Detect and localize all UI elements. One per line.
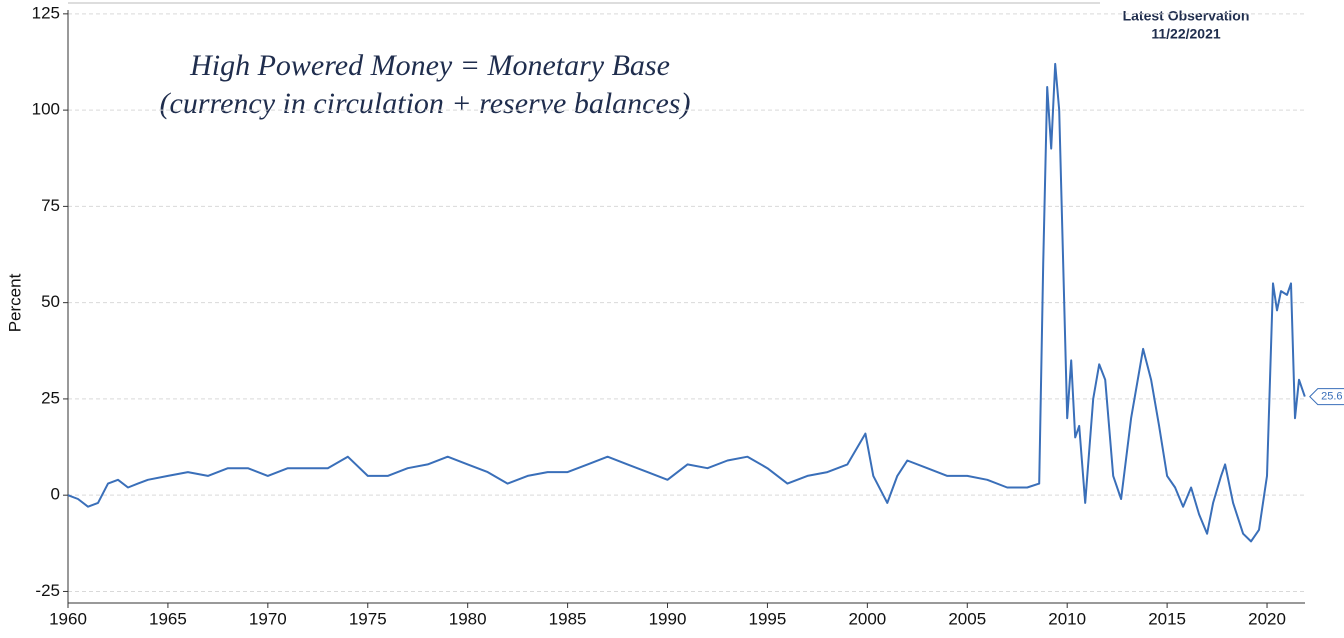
annotation: (currency in circulation + reserve balan… <box>160 87 691 120</box>
x-tick-label: 2020 <box>1248 609 1286 628</box>
y-tick-label: 125 <box>32 3 60 22</box>
x-tick-label: 1995 <box>749 609 787 628</box>
y-tick-label: 0 <box>51 485 60 504</box>
y-tick-label: 50 <box>41 292 60 311</box>
x-tick-label: 2005 <box>948 609 986 628</box>
annotation: High Powered Money = Monetary Base <box>189 49 670 82</box>
x-tick-label: 1965 <box>149 609 187 628</box>
x-tick-label: 1990 <box>649 609 687 628</box>
series-line <box>67 62 1306 543</box>
x-tick-label: 1975 <box>349 609 387 628</box>
y-axis-label: Percent <box>5 273 24 332</box>
x-tick-label: 1980 <box>449 609 487 628</box>
y-tick-label: 100 <box>32 100 60 119</box>
x-tick-label: 2010 <box>1048 609 1086 628</box>
y-tick-label: 75 <box>41 196 60 215</box>
end-label-box <box>1309 388 1344 406</box>
x-tick-label: 1985 <box>549 609 587 628</box>
x-tick-label: 2000 <box>848 609 886 628</box>
x-tick-label: 1970 <box>249 609 287 628</box>
y-tick-label: 25 <box>41 388 60 407</box>
y-tick-label: -25 <box>35 581 60 600</box>
latest-observation-title: Latest Observation <box>1123 8 1250 24</box>
x-tick-label: 1960 <box>49 609 87 628</box>
latest-observation-date: 11/22/2021 <box>1151 26 1221 42</box>
end-label: 25.6 <box>1321 391 1342 403</box>
x-tick-label: 2015 <box>1148 609 1186 628</box>
